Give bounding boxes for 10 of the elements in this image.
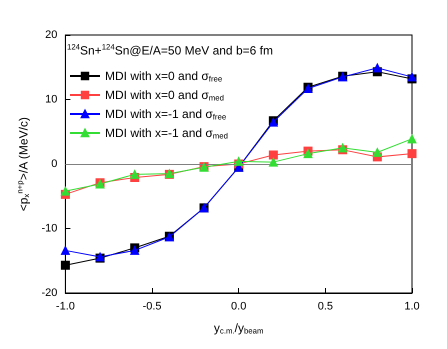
x-tick-label: -0.5 <box>142 300 162 312</box>
y-tick-label: 20 <box>45 29 58 41</box>
x-tick-label: -1.0 <box>56 300 75 312</box>
y-tick-label: 10 <box>45 94 58 106</box>
x-tick-label: 1.0 <box>404 300 420 312</box>
x-tick-label: 0.0 <box>231 300 246 312</box>
y-tick-label: -10 <box>41 222 58 234</box>
x-tick-label: 0.5 <box>318 300 333 312</box>
y-tick-label: 0 <box>51 158 58 170</box>
y-tick-label: -20 <box>41 287 58 299</box>
